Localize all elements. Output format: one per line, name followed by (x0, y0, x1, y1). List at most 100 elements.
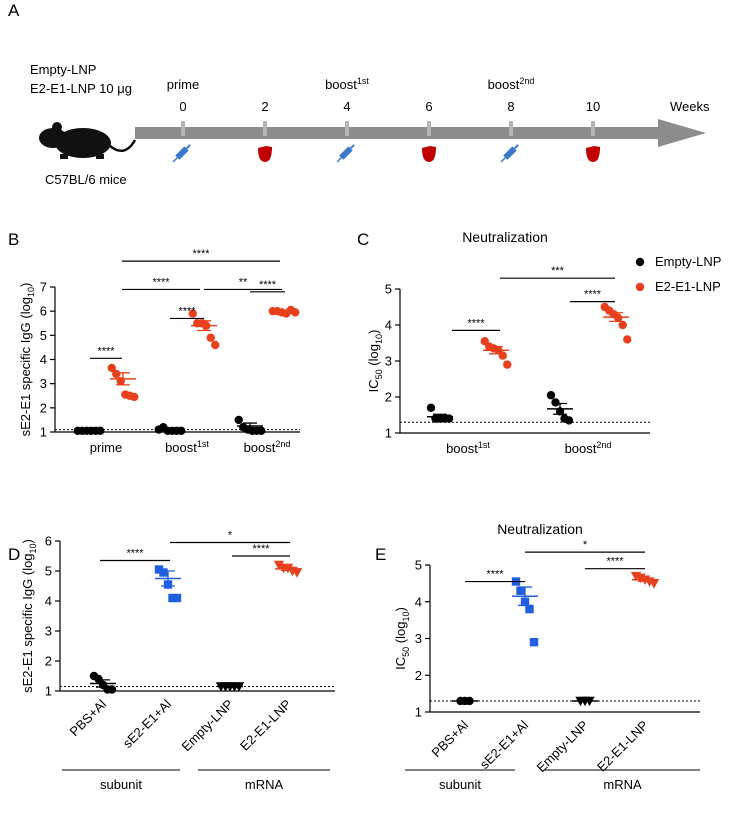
y-tick-label: 6 (45, 534, 52, 549)
data-point (159, 568, 168, 577)
y-tick-label: 3 (385, 354, 392, 369)
x-tick-label: boost2nd (244, 439, 291, 455)
week-label: 8 (507, 99, 514, 114)
data-point (234, 415, 243, 425)
syringe-needle (500, 157, 506, 163)
syringe-body (175, 146, 189, 160)
group-label: mRNA (245, 777, 284, 792)
timepoint-label-part: prime (167, 77, 200, 92)
blood-drop-icon (258, 146, 272, 162)
x-tick-label-part: boost (446, 441, 478, 456)
chart-title: Neutralization (497, 521, 583, 537)
y-tick-label: 2 (40, 400, 47, 415)
syringe-icon (336, 144, 355, 163)
y-axis-label-part: IC (366, 379, 381, 392)
group-label: subunit (439, 777, 481, 792)
data-point (206, 333, 215, 342)
error-bar (161, 570, 175, 587)
data-point (107, 363, 116, 373)
timepoint-label-part: 1st (357, 76, 370, 86)
y-tick-label: 2 (385, 390, 392, 405)
x-tick-label-part: prime (90, 440, 123, 455)
legend-label: E2-E1-LNP (655, 279, 721, 294)
panel-label: E (375, 545, 386, 564)
week-label: 0 (179, 99, 186, 114)
legend-label: Empty-LNP (655, 254, 721, 269)
data-point (618, 320, 627, 330)
data-point (564, 416, 574, 425)
data-point (525, 604, 534, 614)
error-bar (96, 679, 110, 688)
significance-label: **** (252, 543, 270, 555)
y-tick-label: 7 (40, 280, 47, 295)
y-tick-label: 1 (45, 684, 52, 699)
x-tick-label: PBS+Al (67, 696, 110, 739)
syringe-icon (172, 144, 191, 163)
week-label: 2 (261, 99, 268, 114)
significance-label: **** (259, 279, 277, 291)
panel-label: B (8, 230, 19, 249)
error-bar (638, 577, 652, 582)
syringe-plunger (513, 144, 519, 150)
timepoint-label: boost2nd (488, 76, 535, 92)
y-axis-label-part: sE2-E1 specific IgG (log (18, 297, 33, 436)
x-tick-label-part: 1st (197, 439, 210, 449)
syringe-plunger (349, 144, 355, 150)
week-label: 10 (586, 99, 600, 114)
timepoint-label-part: boost (488, 77, 520, 92)
y-axis-label-part: ) (366, 330, 381, 334)
timepoint-label: prime (167, 77, 200, 92)
y-tick-label: 4 (40, 352, 47, 367)
data-point (177, 426, 186, 435)
significance-label: **** (584, 289, 602, 301)
significance-label: **** (606, 556, 624, 568)
data-point (130, 392, 139, 402)
y-tick-label: 1 (415, 705, 422, 720)
x-tick-label-part: 1st (478, 440, 491, 450)
x-tick-label: E2-E1-LNP (594, 718, 651, 775)
data-point (94, 674, 103, 684)
y-axis-label-part: ) (20, 539, 35, 543)
y-axis-label-part: IC (393, 657, 408, 670)
y-tick-label: 3 (45, 624, 52, 639)
y-axis-label-part: 50 (401, 647, 411, 657)
significance-label: **** (467, 317, 485, 329)
y-tick-label: 5 (45, 564, 52, 579)
y-tick-label: 6 (40, 304, 47, 319)
significance-label: **** (486, 569, 504, 581)
y-tick-label: 4 (385, 318, 392, 333)
error-bar (553, 402, 567, 415)
syringe-body (339, 146, 353, 160)
x-tick-label: Empty-LNP (534, 718, 592, 776)
data-point (211, 340, 220, 350)
significance-label: **** (178, 305, 196, 317)
error-bar (116, 372, 130, 386)
timepoint-label: boost1st (325, 76, 369, 92)
y-tick-label: 4 (415, 594, 422, 609)
x-tick-label: prime (90, 440, 123, 455)
chart-title: Neutralization (462, 229, 548, 245)
syringe-icon (500, 144, 519, 163)
y-axis-label-part: sE2-E1 specific IgG (log (20, 553, 35, 692)
y-axis-label-part: 10 (28, 543, 38, 553)
significance-label: * (583, 539, 588, 551)
data-point (516, 586, 525, 595)
y-axis-label-part: ) (18, 283, 33, 287)
data-point (168, 593, 177, 603)
data-point (498, 351, 507, 360)
animal-label: C57BL/6 mice (45, 172, 127, 187)
data-point (154, 565, 164, 574)
x-tick-label-part: 2nd (275, 439, 290, 449)
error-bar (163, 427, 177, 432)
week-label: 4 (343, 99, 350, 114)
syringe-body (503, 146, 517, 160)
panel-label: A (8, 1, 20, 20)
legend-marker (635, 282, 645, 292)
error-bar (609, 312, 623, 323)
x-tick-label: sE2-E1+Al (120, 696, 174, 750)
x-tick-label: PBS+Al (429, 717, 472, 760)
y-axis-label: IC50 (log10) (366, 330, 384, 393)
error-bar (518, 586, 532, 607)
data-point (551, 398, 560, 407)
y-axis-label-part: (log (366, 344, 381, 369)
